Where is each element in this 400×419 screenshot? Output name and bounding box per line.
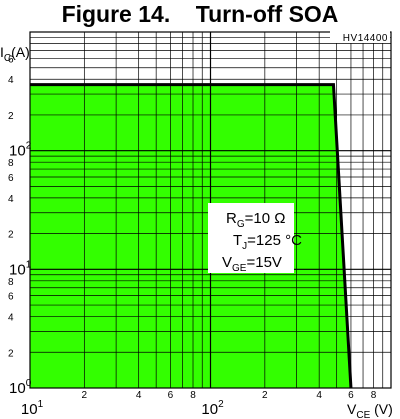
condition-tj: TJ=125 °C (233, 232, 302, 252)
x-axis-label-main: V (347, 401, 357, 417)
x-axis-label: VCE (V) (347, 401, 393, 419)
y-decade-base: 10 (9, 261, 26, 278)
plot-frame (29, 31, 392, 389)
y-tick-label: 2 (8, 111, 14, 122)
x-decade-exponent: 1 (38, 399, 44, 410)
conditions-box (208, 203, 294, 273)
y-tick-label: 4 (8, 194, 14, 205)
y-decade-exponent: 1 (26, 259, 32, 270)
y-tick-label: 6 (8, 292, 14, 303)
x-decade-base: 10 (21, 401, 38, 418)
condition-rg-main: R (226, 210, 237, 227)
x-tick-label: 8 (190, 390, 196, 401)
soa-area (30, 84, 351, 388)
condition-tj-main: T (233, 232, 242, 249)
x-tick-label: 2 (82, 390, 88, 401)
x-axis-label-unit: (V) (370, 401, 393, 417)
y-decade-exponent: 2 (26, 141, 32, 152)
y-tick-label: 2 (8, 348, 14, 359)
y-tick-label: 4 (8, 313, 14, 324)
x-tick-label: 2 (262, 390, 268, 401)
figure-title: Figure 14. Turn-off SOA (62, 1, 339, 27)
y-decade-exponent: 0 (26, 378, 32, 389)
x-decade-label: 101 (21, 399, 44, 418)
x-tick-label: 8 (371, 390, 377, 401)
y-axis-label-unit: (A) (11, 44, 30, 60)
condition-rg-value: =10 Ω (245, 210, 286, 227)
x-axis-label-sub: CE (356, 410, 370, 419)
y-decade-label: 102 (9, 141, 32, 160)
y-axis-label: IC(A) (0, 44, 30, 64)
soa-boundary-line (30, 83, 353, 389)
figure-code-background (330, 31, 390, 43)
y-tick-label: 2 (8, 230, 14, 241)
x-tick-label: 6 (168, 390, 174, 401)
y-axis-label-sub: C (4, 53, 11, 64)
y-tick-label: 8 (8, 158, 14, 169)
grid-lines (30, 32, 391, 388)
y-tick-label: 8 (8, 277, 14, 288)
condition-tj-value: =125 °C (247, 232, 302, 249)
x-decade-exponent: 2 (218, 399, 224, 410)
y-decade-label: 101 (9, 259, 32, 278)
y-tick-label: 6 (8, 173, 14, 184)
y-decade-base: 10 (9, 380, 26, 397)
x-tick-label: 4 (136, 390, 142, 401)
y-axis-label-main: I (0, 44, 4, 60)
condition-rg-sub: G (237, 219, 245, 230)
x-decade-label: 102 (201, 399, 224, 418)
figure-code: HV14400 (343, 33, 388, 44)
condition-rg: RG=10 Ω (226, 210, 285, 230)
condition-vge-sub: GE (232, 263, 247, 274)
y-tick-label: 6 (8, 54, 14, 65)
y-tick-label: 4 (8, 75, 14, 86)
x-decade-base: 10 (201, 401, 218, 418)
x-tick-label: 4 (316, 390, 322, 401)
y-decade-base: 10 (9, 143, 26, 160)
condition-tj-sub: J (242, 241, 247, 252)
condition-vge: VGE=15V (222, 254, 282, 274)
y-decade-label: 100 (9, 378, 32, 397)
x-tick-label: 6 (348, 390, 354, 401)
condition-vge-value: =15V (246, 254, 281, 271)
condition-vge-main: V (222, 254, 232, 271)
